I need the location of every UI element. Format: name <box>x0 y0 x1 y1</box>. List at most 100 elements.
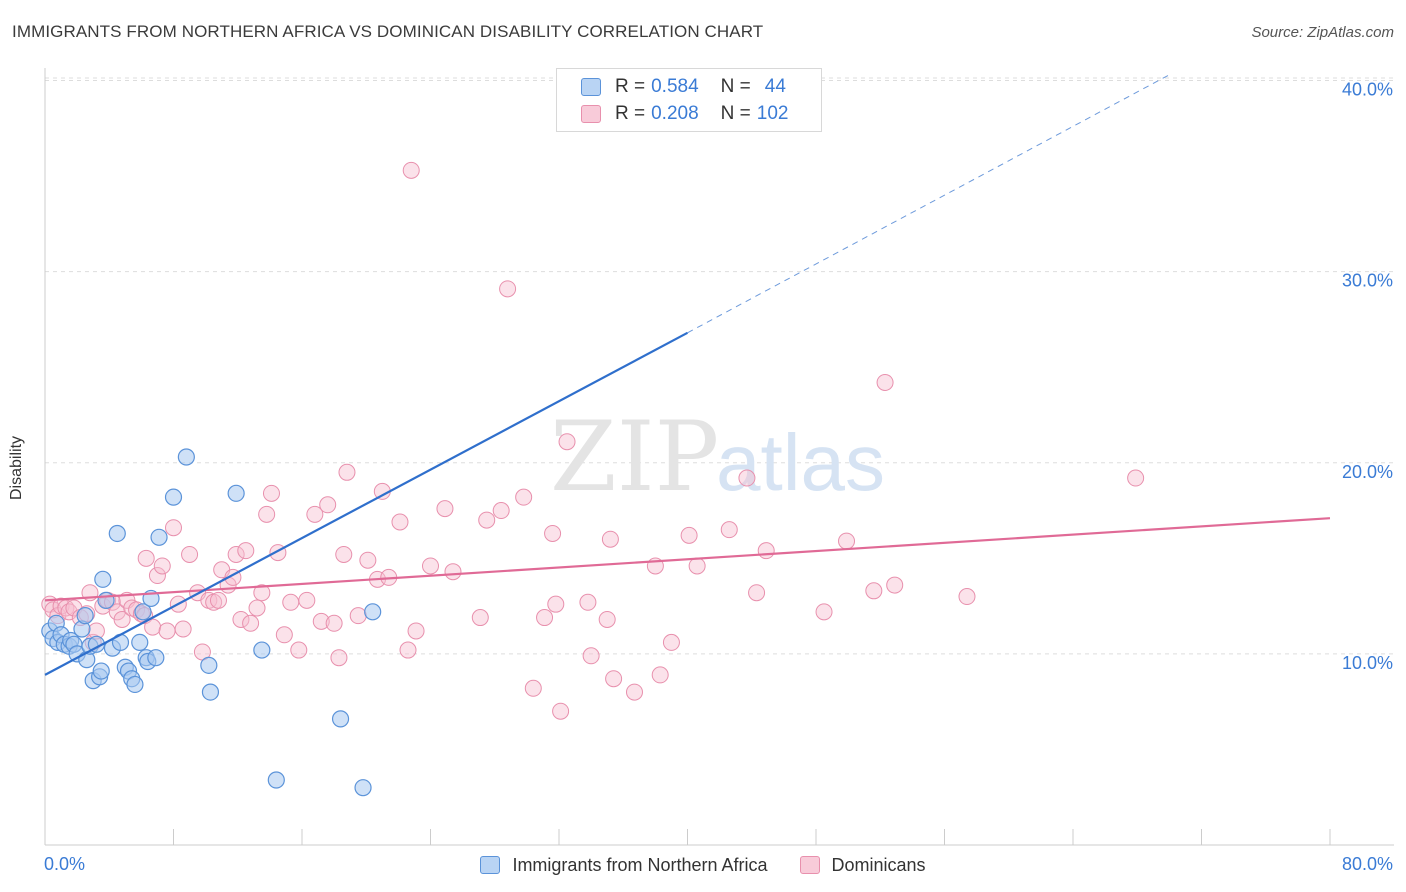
dominican-point <box>662 633 680 651</box>
dominican-point <box>237 542 255 560</box>
pink-swatch <box>581 105 601 123</box>
dominican-point <box>227 545 245 563</box>
tick-labels: 10.0% 20.0% 30.0% 40.0% 0.0% 80.0% <box>44 80 1393 875</box>
legend-row-blue: R = 0.584 N = 44 <box>581 74 786 100</box>
legend-item-dominicans: Dominicans <box>799 854 926 876</box>
dominican-point <box>242 614 260 632</box>
dominican-point <box>209 591 227 609</box>
r-value: 0.208 <box>651 103 699 124</box>
immigrant-point <box>177 448 195 466</box>
dominican-point <box>359 551 377 569</box>
dominican-point <box>688 557 706 575</box>
trend-lines <box>44 74 1331 676</box>
watermark-atlas: atlas <box>716 418 885 507</box>
immigrant-point <box>164 488 183 506</box>
legend-label: Dominicans <box>831 854 926 875</box>
dominican-point <box>253 584 271 602</box>
dominican-point <box>312 612 330 630</box>
immigrant-point <box>76 607 94 625</box>
dominican-point <box>399 641 417 659</box>
source-label: Source: ZipAtlas.com <box>1251 24 1394 41</box>
dominican-point <box>325 614 343 632</box>
dominican-point <box>436 500 454 518</box>
dominican-point <box>153 557 171 575</box>
dominican-point <box>748 584 766 602</box>
dominican-point <box>651 666 669 684</box>
data-points <box>41 161 1145 797</box>
dominican-point <box>165 519 182 537</box>
immigrant-point <box>331 710 350 728</box>
dominican-point <box>552 702 570 720</box>
y-tick-label: 40.0% <box>1342 80 1393 100</box>
dominican-point <box>1127 469 1145 487</box>
y-tick-label: 10.0% <box>1342 653 1393 673</box>
dominican-point <box>492 502 510 520</box>
dominican-point <box>349 607 367 625</box>
dominican-point <box>319 496 337 514</box>
dominican-point <box>471 609 489 627</box>
immigrant-point <box>227 484 245 502</box>
dominican-point <box>282 593 300 611</box>
immigrant-point <box>364 603 382 621</box>
dominican-point <box>579 593 597 611</box>
axes <box>44 68 1394 846</box>
dominican-point <box>338 463 356 481</box>
dominican-point <box>137 549 155 567</box>
y-axis-label: Disability <box>8 435 25 500</box>
immigrant-point <box>97 591 115 609</box>
pink-swatch <box>799 856 820 874</box>
immigrant-trend-extension <box>687 74 1170 334</box>
immigrant-point <box>134 603 152 621</box>
correlation-legend: R = 0.584 N = 44 R = 0.208 N = 102 <box>556 68 822 132</box>
immigrant-point <box>150 528 168 546</box>
dominican-point <box>422 557 439 575</box>
immigrant-point <box>92 662 110 680</box>
dominican-point <box>262 484 280 502</box>
r-value: 0.584 <box>651 76 699 97</box>
immigrant-point <box>147 649 165 667</box>
dominican-point <box>391 513 409 531</box>
dominican-point <box>407 622 425 640</box>
dominican-point <box>275 626 293 644</box>
immigrant-point <box>253 641 271 659</box>
dominican-point <box>306 505 324 523</box>
dominican-point <box>815 603 833 621</box>
dominican-point <box>478 511 496 529</box>
dominican-point <box>625 683 643 701</box>
legend-label: Immigrants from Northern Africa <box>512 854 768 875</box>
dominican-point <box>582 647 600 665</box>
blue-swatch <box>480 856 501 874</box>
dominican-point <box>680 526 698 544</box>
immigrant-point <box>131 633 149 652</box>
dominican-point <box>720 521 738 539</box>
dominican-point <box>144 618 162 636</box>
chart-title: IMMIGRANTS FROM NORTHERN AFRICA VS DOMIN… <box>12 22 764 41</box>
dominican-point <box>886 576 904 594</box>
dominican-point <box>232 610 250 628</box>
dominican-point <box>601 530 619 548</box>
dominican-point <box>444 563 462 581</box>
dominican-point <box>544 524 562 542</box>
dominican-point <box>515 488 533 506</box>
legend-row-pink: R = 0.208 N = 102 <box>581 101 788 127</box>
dominican-point <box>499 280 517 298</box>
y-tick-label: 20.0% <box>1342 462 1393 482</box>
legend-item-immigrants: Immigrants from Northern Africa <box>480 854 768 876</box>
dominican-point <box>958 588 976 606</box>
immigrant-point <box>354 779 372 797</box>
r-label: R = <box>615 76 646 97</box>
series-legend: Immigrants from Northern Africa Dominica… <box>0 850 1406 880</box>
dominican-point <box>558 433 576 451</box>
dominican-point <box>290 641 308 659</box>
watermark-zip: ZIP <box>550 401 719 513</box>
immigrant-point <box>200 656 218 674</box>
n-value: 44 <box>764 76 786 97</box>
dominican-point <box>757 542 775 560</box>
dominican-point <box>524 679 542 697</box>
dominican-point <box>298 591 316 609</box>
dominican-point <box>598 610 616 628</box>
dominican-point <box>174 620 192 638</box>
dominican-point <box>838 532 856 550</box>
